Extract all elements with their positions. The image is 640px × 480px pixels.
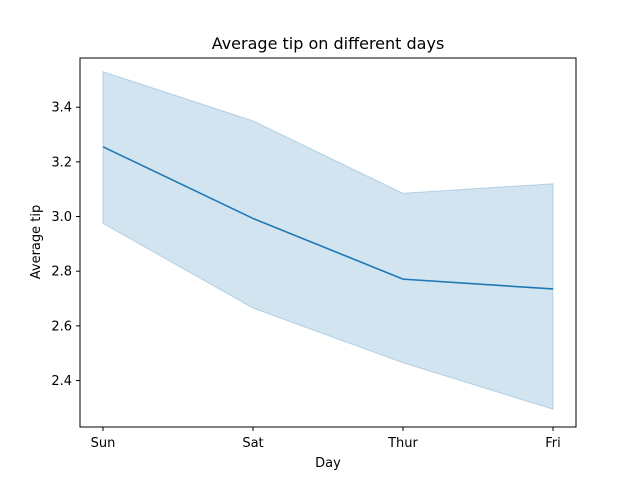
- x-tick-label: Thur: [387, 436, 418, 451]
- y-tick-label: 2.6: [51, 319, 72, 334]
- x-axis-label: Day: [315, 456, 341, 471]
- x-axis-ticks: Sun Sat Thur Fri: [91, 427, 561, 451]
- y-axis-label: Average tip: [29, 205, 44, 279]
- y-tick-label: 2.8: [51, 265, 72, 280]
- confidence-band: [102, 70, 554, 410]
- x-tick-label: Sat: [242, 436, 263, 451]
- confidence-band-layer: [102, 70, 554, 410]
- plot-frame: [79, 57, 577, 428]
- x-tick-label: Fri: [545, 436, 561, 451]
- x-tick-label: Sun: [91, 436, 116, 451]
- y-tick-label: 3.0: [51, 210, 72, 225]
- y-tick-label: 3.4: [51, 101, 72, 116]
- series-line: [102, 146, 554, 290]
- y-axis-ticks: 2.4 2.6 2.8 3.0 3.2 3.4: [51, 101, 80, 389]
- series-line-layer: [102, 146, 554, 290]
- y-tick-label: 3.2: [51, 155, 72, 170]
- chart-title: Average tip on different days: [212, 34, 445, 53]
- y-tick-label: 2.4: [51, 374, 72, 389]
